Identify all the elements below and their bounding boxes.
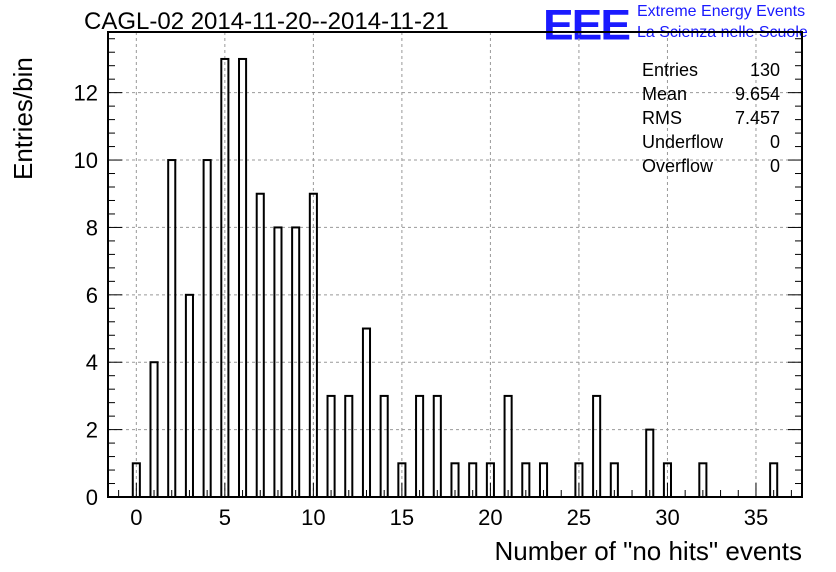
y-tick-label: 6 [86,283,98,308]
stats-row-rms: RMS 7.457 [642,106,780,130]
x-axis-label: Number of "no hits" events [494,536,803,566]
stats-value: 9.654 [734,84,780,104]
histogram-bar [326,394,336,499]
histogram-bar [432,394,442,499]
x-tick-label: 35 [744,505,768,530]
histogram-bar [379,394,389,499]
histogram-bar [167,159,177,498]
histogram-bar [184,293,194,498]
x-tick-label: 10 [301,505,325,530]
x-tick-label: 30 [655,505,679,530]
y-tick-label: 4 [86,350,98,375]
stats-box: Entries 130 Mean 9.654 RMS 7.457 Underfl… [642,58,780,178]
y-tick-label: 8 [86,215,98,240]
x-tick-label: 25 [567,505,591,530]
stats-row-overflow: Overflow 0 [642,154,780,178]
x-tick-label: 5 [219,505,231,530]
histogram-bar [503,394,513,499]
stats-value: 0 [769,132,780,152]
histogram-bar [238,57,248,499]
histogram-bar [592,394,602,499]
histogram-bar [344,394,354,499]
histogram-bar [645,428,655,499]
eee-logo-mark: EEE [543,0,631,49]
stats-label: Entries [642,60,699,80]
y-tick-label: 12 [74,81,98,106]
logo-text-line1: Extreme Energy Events [637,3,806,20]
y-axis-label: Entries/bin [8,57,38,180]
x-tick-label: 15 [390,505,414,530]
stats-label: Underflow [642,132,724,152]
stats-label: RMS [642,108,682,128]
stats-label: Overflow [642,156,714,176]
y-tick-label: 2 [86,418,98,443]
stats-value: 0 [769,156,780,176]
y-tick-label: 10 [74,148,98,173]
chart-title: CAGL-02 2014-11-20--2014-11-21 [84,8,449,35]
stats-row-underflow: Underflow 0 [642,130,780,154]
stats-label: Mean [642,84,688,104]
histogram-bar [361,327,372,498]
histogram-bar [255,192,265,498]
histogram-bar [415,394,425,499]
stats-value: 130 [749,60,780,80]
x-tick-label: 20 [478,505,502,530]
histogram-bar [202,159,212,498]
stats-row-entries: Entries 130 [642,58,780,82]
stats-row-mean: Mean 9.654 [642,82,780,106]
stats-value: 7.457 [734,108,780,128]
x-tick-label: 0 [130,505,142,530]
y-tick-label: 0 [86,485,98,510]
